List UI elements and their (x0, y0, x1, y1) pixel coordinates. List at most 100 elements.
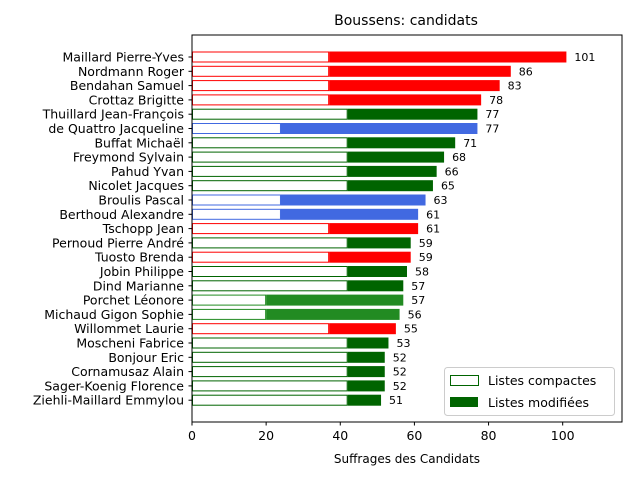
value-label: 51 (389, 394, 403, 407)
value-label: 52 (393, 380, 407, 393)
bar-modified (329, 51, 567, 63)
y-tick-label: Bendahan Samuel (70, 78, 184, 93)
value-label: 71 (463, 137, 477, 150)
y-tick-label: Nordmann Roger (78, 64, 185, 79)
y-tick-label: Crottaz Brigitte (89, 92, 185, 107)
bar-modified (347, 108, 478, 120)
bar-compact (192, 294, 267, 306)
value-label: 56 (408, 308, 422, 321)
value-label: 101 (574, 51, 595, 64)
y-tick-label: Dind Marianne (93, 278, 184, 293)
bar-modified (347, 237, 411, 249)
y-tick-label: Ziehli-Maillard Emmylou (33, 393, 184, 408)
y-tick-label: Freymond Sylvain (73, 150, 184, 165)
bar-compact (192, 366, 348, 378)
value-label: 52 (393, 351, 407, 364)
bar-compact (192, 251, 330, 263)
y-tick-label: Nicolet Jacques (88, 178, 184, 193)
bar-modified (347, 280, 404, 292)
y-tick-label: Tschopp Jean (102, 221, 184, 236)
bar-modified (329, 94, 482, 106)
legend-swatch-modified (450, 397, 478, 407)
bars-layer (192, 51, 567, 406)
bar-compact (192, 123, 281, 134)
x-ticks-layer: 0 20 40 60 80 100 (188, 422, 575, 443)
bar-modified (347, 337, 389, 349)
bar-modified (266, 294, 404, 306)
bar-modified (266, 308, 400, 320)
y-tick-label: Cornamusaz Alain (71, 364, 184, 379)
value-label: 61 (426, 223, 440, 236)
bar-modified (329, 251, 411, 263)
x-tick-label: 100 (551, 428, 575, 443)
value-label: 58 (415, 266, 429, 279)
value-label: 57 (411, 294, 425, 307)
bar-modified (347, 380, 385, 392)
bar-compact (192, 266, 348, 277)
value-label: 59 (419, 237, 433, 250)
x-tick-label: 80 (481, 428, 497, 443)
bar-modified (347, 151, 445, 163)
y-tick-label: Bonjour Eric (108, 350, 184, 365)
value-label: 78 (489, 94, 503, 107)
legend-label-modified: Listes modifiées (488, 395, 589, 410)
y-tick-label: Maillard Pierre-Yves (62, 50, 184, 65)
bar-modified (347, 180, 433, 192)
value-label: 65 (441, 180, 455, 193)
value-label: 52 (393, 366, 407, 379)
y-tick-label: Willommet Laurie (74, 321, 184, 336)
y-tick-label: Sager-Koenig Florence (44, 378, 184, 393)
y-tick-label: Berthoud Alexandre (59, 207, 184, 222)
y-tick-label: Michaud Gigon Sophie (44, 307, 184, 322)
bar-compact (192, 194, 281, 206)
legend-box (444, 367, 615, 416)
value-label: 59 (419, 251, 433, 264)
bar-compact (192, 108, 348, 120)
value-label: 86 (519, 65, 533, 78)
bar-compact (192, 94, 330, 106)
y-tick-label: Broulis Pascal (98, 193, 184, 208)
value-label: 53 (396, 337, 410, 350)
bar-modified (347, 394, 382, 406)
bar-modified (329, 80, 500, 92)
x-tick-label: 40 (332, 428, 348, 443)
y-tick-label: Pahud Yvan (111, 164, 184, 179)
bar-compact (192, 223, 330, 235)
bar-compact (192, 180, 348, 192)
x-tick-label: 20 (258, 428, 274, 443)
x-tick-label: 0 (188, 428, 196, 443)
bar-modified (347, 366, 385, 378)
legend-swatch-compact (450, 375, 479, 386)
y-tick-label: Tuosto Brenda (94, 250, 184, 265)
bar-modified (280, 194, 426, 206)
value-label: 77 (485, 123, 499, 136)
y-tick-label: Buffat Michaël (94, 135, 184, 150)
bar-compact (192, 337, 348, 349)
value-label: 83 (508, 80, 522, 93)
y-tick-label: de Quattro Jacqueline (48, 121, 184, 136)
plot-frame (191, 34, 623, 423)
bar-modified (329, 323, 396, 335)
chart-title: Boussens: candidats (334, 13, 478, 29)
legend: Listes compactes Listes modifiées (444, 367, 615, 416)
bar-modified (347, 165, 437, 177)
bar-modified (329, 223, 419, 235)
value-label: 57 (411, 280, 425, 293)
bar-compact (192, 394, 348, 406)
bar-compact (192, 308, 267, 320)
value-label: 61 (426, 208, 440, 221)
bar-compact (192, 237, 348, 249)
y-tick-label: Moscheni Fabrice (76, 336, 184, 351)
y-tick-label: Pernoud Pierre André (52, 235, 184, 250)
bar-compact (192, 65, 330, 77)
bar-compact (192, 323, 330, 335)
value-labels-layer: 1018683787777716866656361615959585757565… (389, 51, 595, 407)
bar-compact (192, 165, 348, 177)
y-tick-label: Porchet Léonore (83, 293, 184, 308)
x-tick-label: 60 (406, 428, 422, 443)
bar-modified (347, 137, 456, 149)
bar-compact (192, 208, 281, 220)
value-label: 68 (452, 151, 466, 164)
value-label: 55 (404, 323, 418, 336)
